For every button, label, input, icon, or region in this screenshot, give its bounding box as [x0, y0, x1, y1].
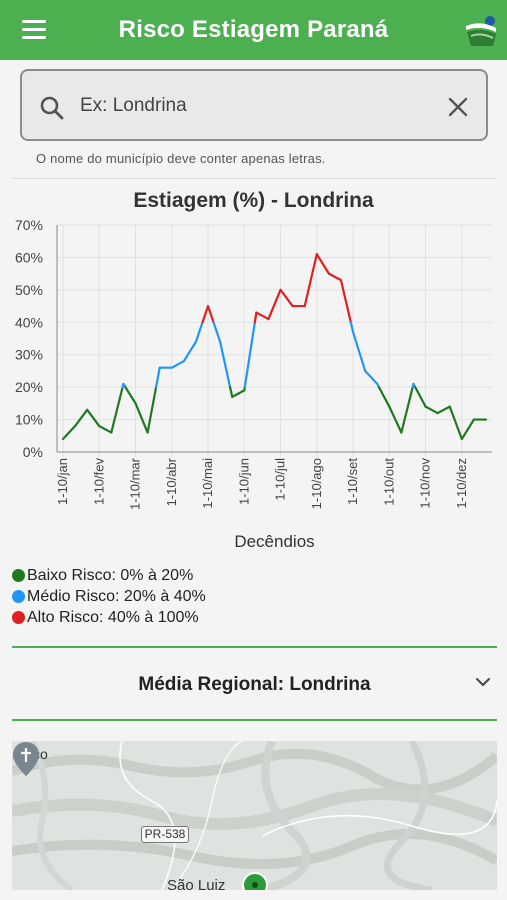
close-icon[interactable] [447, 96, 469, 118]
series-line-segment [327, 272, 343, 282]
series-line-segment [279, 288, 294, 308]
series-line-segment [154, 366, 161, 389]
chart-title: Estiagem (%) - Londrina [133, 189, 374, 212]
y-tick-label: 20% [15, 379, 43, 395]
accordion-media-regional[interactable]: Média Regional: Londrina [12, 648, 497, 718]
y-tick-label: 0% [23, 444, 43, 460]
series-line-segment [253, 311, 258, 324]
x-tick-label: 1-10/nov [418, 458, 433, 509]
legend-item-baixo: Baixo Risco: 0% à 20% [12, 565, 206, 586]
series-line-segment [212, 321, 222, 343]
series-line-segment [146, 386, 158, 434]
y-tick-label: 30% [15, 347, 43, 363]
series-line-segment [194, 321, 204, 343]
search-icon [40, 96, 64, 120]
series-line-segment [349, 321, 355, 334]
series-line-segment [124, 386, 137, 405]
series-line-segment [339, 279, 352, 324]
series-line-segment [170, 360, 185, 369]
x-tick-label: 1-10/mai [200, 458, 215, 509]
divider-green-bottom [12, 719, 497, 721]
series-line-segment [436, 405, 451, 415]
x-tick-label: 1-10/jun [236, 458, 251, 505]
series-line-segment [201, 304, 210, 324]
x-tick-label: 1-10/dez [454, 458, 469, 509]
series-line-segment [219, 340, 232, 389]
series-line-segment [448, 405, 463, 441]
x-tick-label: 1-10/out [381, 458, 396, 506]
x-tick-label: 1-10/mar [128, 457, 143, 510]
series-line-segment [231, 389, 246, 398]
series-line-segment [315, 253, 330, 275]
series-line-segment [351, 330, 367, 373]
search-box [20, 69, 488, 141]
series-line-segment [267, 288, 282, 321]
y-tick-label: 70% [15, 217, 43, 233]
y-tick-label: 60% [15, 249, 43, 265]
accordion-title: Média Regional: Londrina [138, 674, 371, 695]
x-tick-label: 1-10/jul [273, 458, 288, 501]
y-tick-label: 50% [15, 282, 43, 298]
menu-icon[interactable] [22, 20, 46, 40]
app-title: Risco Estiagem Paraná [118, 16, 389, 43]
location-pin-icon[interactable] [242, 872, 268, 890]
x-tick-label: 1-10/abr [164, 457, 179, 506]
series-line-segment [243, 321, 256, 389]
legend-item-medio: Médio Risco: 20% à 40% [12, 586, 206, 607]
series-line-segment [206, 304, 215, 324]
series-line-segment [110, 386, 124, 434]
legend-label-baixo: Baixo Risco: 0% à 20% [27, 566, 194, 584]
legend-dot-alto [12, 611, 25, 624]
x-tick-label: 1-10/fev [91, 458, 106, 505]
series-line-segment [364, 369, 379, 385]
series-line-segment [73, 408, 89, 428]
series-line-segment [414, 386, 427, 408]
series-line-segment [303, 253, 318, 308]
y-tick-label: 10% [15, 412, 43, 428]
search-input[interactable] [80, 89, 440, 123]
search-hint: O nome do município deve conter apenas l… [36, 151, 326, 166]
logo-icon [466, 16, 496, 46]
y-tick-label: 40% [15, 314, 43, 330]
map-view[interactable]: ıcisco PR-538 São Luiz [12, 741, 497, 890]
x-tick-label: 1-10/ago [309, 458, 324, 509]
x-tick-label: 1-10/jan [55, 458, 70, 505]
divider-green-top [12, 646, 497, 648]
series-line-segment [228, 386, 234, 398]
series-line-segment [182, 340, 198, 363]
x-tick-label: 1-10/set [345, 458, 360, 505]
series-line-segment [61, 424, 77, 441]
series-line-segment [86, 408, 101, 428]
church-pin-icon[interactable] [12, 741, 40, 777]
map-label-town: São Luiz [167, 877, 226, 890]
legend-label-medio: Médio Risco: 20% à 40% [27, 587, 206, 605]
legend-dot-medio [12, 590, 25, 603]
map-terrain [12, 741, 497, 890]
chart-legend: Baixo Risco: 0% à 20% Médio Risco: 20% à… [12, 565, 206, 628]
legend-label-alto: Alto Risco: 40% à 100% [27, 608, 199, 626]
app-bar: Risco Estiagem Paraná [0, 0, 507, 60]
legend-dot-baixo [12, 569, 25, 582]
series-line-segment [388, 405, 403, 434]
road-badge: PR-538 [141, 826, 189, 843]
series-line-segment [98, 424, 113, 434]
series-line-segment [134, 402, 149, 434]
series-line-segment [460, 418, 476, 441]
chevron-down-icon[interactable] [475, 676, 491, 688]
legend-item-alto: Alto Risco: 40% à 100% [12, 607, 206, 628]
x-axis-label: Decêndios [234, 532, 314, 551]
series-line-segment [424, 405, 439, 415]
series-line-segment [255, 311, 270, 321]
risk-line-chart: 0% 10% 20% 30% 40% 50% 60% 70% 1-10/jan 1-10/fev 1… [15, 217, 492, 551]
divider [12, 178, 496, 179]
series-line-segment [377, 386, 391, 408]
series-line-segment [400, 386, 414, 434]
